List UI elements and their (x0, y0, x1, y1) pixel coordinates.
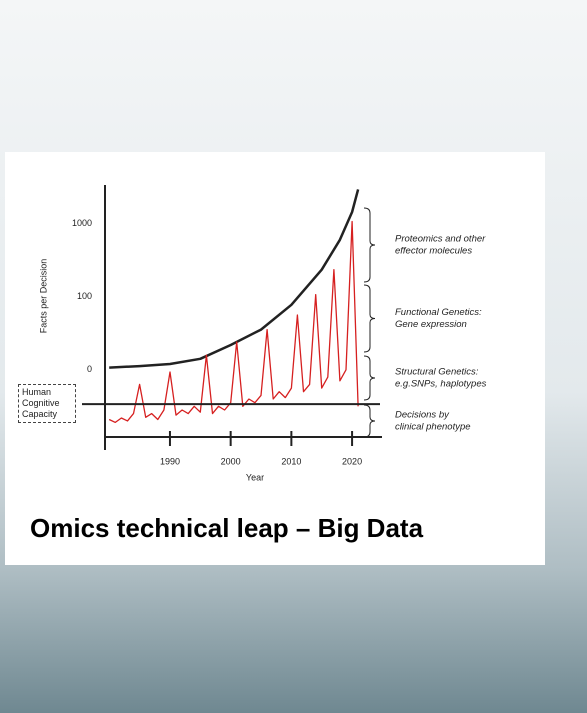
x-axis-label: Year (246, 472, 264, 482)
annotation: Functional Genetics: (395, 307, 482, 318)
envelope-line (109, 189, 360, 369)
y-axis-label: Facts per Decision (38, 259, 48, 334)
y-tick-label: 0 (87, 364, 92, 374)
x-tick-label: 1990 (160, 456, 180, 466)
annotation: Decisions by (395, 410, 450, 421)
brace (363, 284, 376, 353)
data-line (108, 220, 359, 424)
annotation: Proteomics and other (395, 234, 486, 245)
annotation: e.g.SNPs, haplotypes (395, 379, 487, 390)
annotation: Gene expression (395, 319, 467, 330)
annotation: Structural Genetics: (395, 367, 479, 378)
brace (363, 404, 376, 438)
annotation: effector molecules (395, 246, 472, 257)
slide-title: Omics technical leap – Big Data (30, 513, 424, 543)
brace (363, 355, 376, 401)
y-tick-label: 100 (77, 291, 92, 301)
y-tick-label: 1000 (72, 218, 92, 228)
reference-label: Human Cognitive Capacity (18, 384, 76, 423)
x-tick-label: 2000 (221, 456, 241, 466)
x-tick-label: 2020 (342, 456, 362, 466)
slide-panel (5, 152, 545, 565)
annotation: clinical phenotype (395, 422, 471, 433)
brace (363, 207, 376, 283)
x-tick-label: 2010 (281, 456, 301, 466)
